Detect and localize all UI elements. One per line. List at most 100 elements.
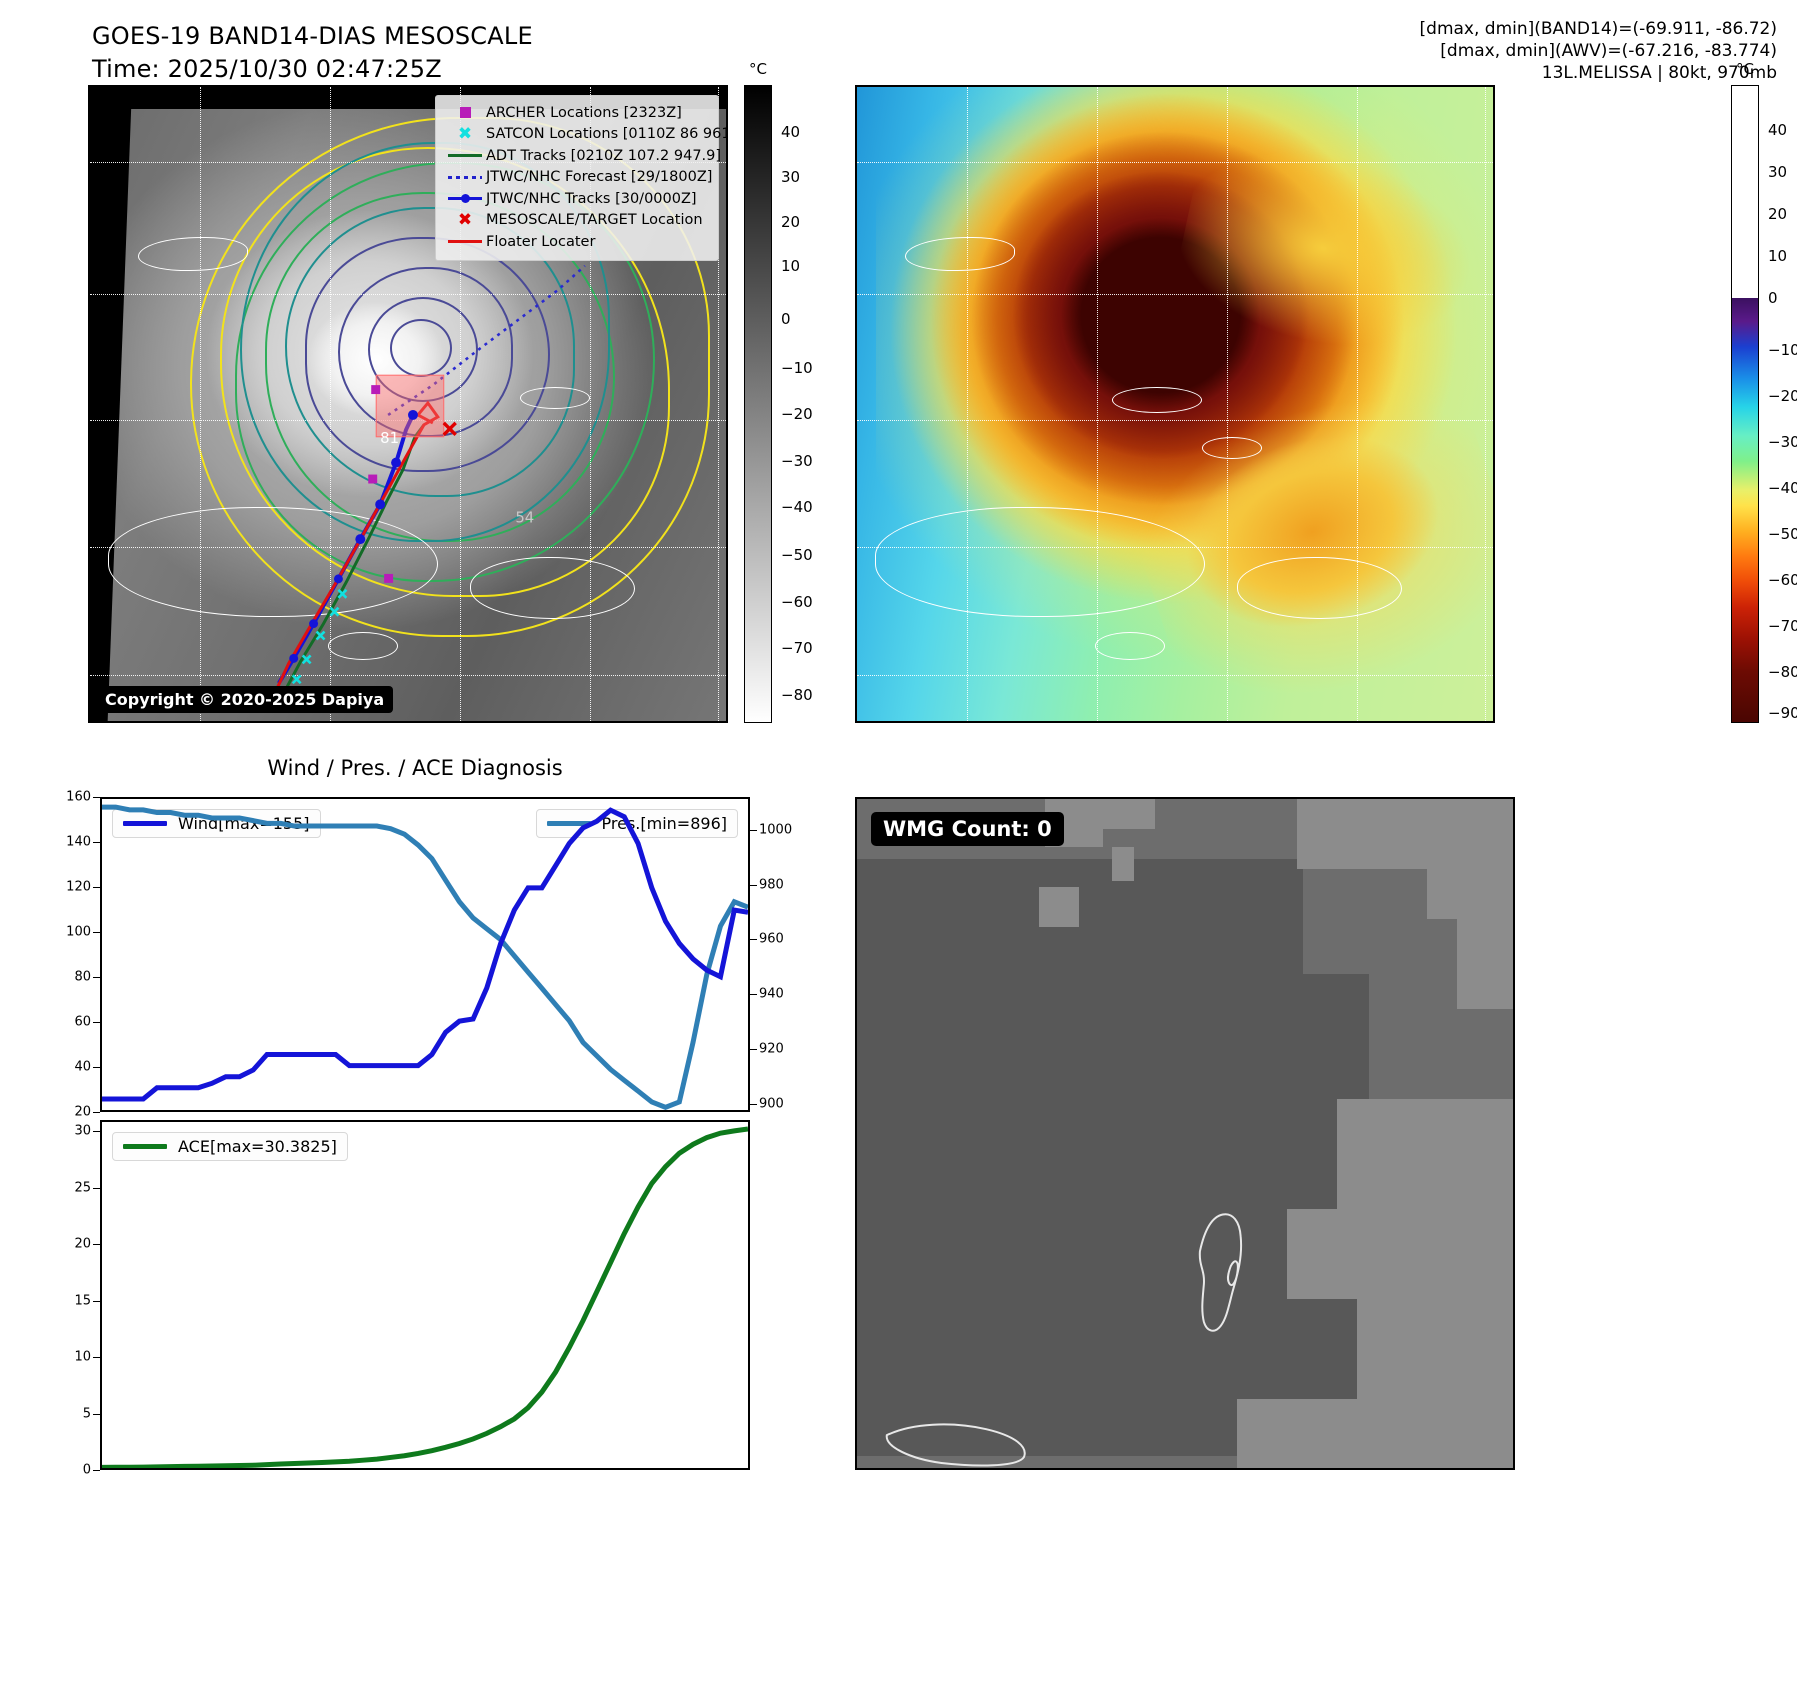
ace-legend-label: ACE[max=30.3825] (178, 1137, 337, 1156)
header-right-block: [dmax, dmin](BAND14)=(-69.911, -86.72) [… (1420, 18, 1777, 84)
header-left-block: GOES-19 BAND14-DIAS MESOSCALE Time: 2025… (92, 20, 533, 86)
pressure-ytick: 960 (759, 931, 784, 947)
ir-inline-value-1: 81 (380, 429, 399, 447)
wind-pressure-plot-area (102, 799, 748, 1110)
ir-cbar-tick: −10 (781, 359, 813, 378)
legend-item-satcon: ✖ SATCON Locations [0110Z 86 961] (444, 124, 726, 146)
wind-legend-swatch (123, 821, 167, 826)
coastline-bahamas-north (138, 237, 248, 271)
bd-colorbar-gradient (1731, 85, 1759, 723)
gridline-lon-78 (200, 87, 201, 721)
ir-mesoscale-image-panel[interactable]: 81 54 ARCHER Locations [2323Z] ✖ SATCON … (88, 85, 728, 723)
blue-line-dot-icon (444, 194, 486, 204)
dmax-band14-readout: [dmax, dmin](BAND14)=(-69.911, -86.72) (1419, 19, 1777, 39)
gridline-lon-72 (590, 87, 591, 721)
wmg-light-patch (1357, 1299, 1513, 1468)
legend-label: MESOSCALE/TARGET Location (486, 212, 703, 229)
coastline-jamaica (328, 632, 398, 660)
gridline-lon-74 (460, 87, 461, 721)
diagnosis-chart-title: Wind / Pres. / ACE Diagnosis (267, 756, 563, 780)
wind-ytick: 100 (66, 924, 91, 940)
ir-inline-value-2: 54 (515, 508, 534, 526)
ir-map-legend: ARCHER Locations [2323Z] ✖ SATCON Locati… (435, 95, 726, 261)
bd-cbar-tick: −90 (1768, 704, 1797, 723)
bd-cbar-tick: −60 (1768, 571, 1797, 590)
page-timestamp: Time: 2025/10/30 02:47:25Z (92, 55, 442, 83)
ir-cbar-tick: −60 (781, 592, 813, 611)
mesoscale-box (375, 374, 445, 438)
wmg-mask-panel[interactable]: WMG Count: 0 (855, 797, 1515, 1470)
wmg-light-patch (1112, 847, 1134, 881)
pressure-ytick: 920 (759, 1041, 784, 1057)
bd-cbar-tick: −10 (1768, 340, 1797, 359)
ir-cbar-tick: −20 (781, 405, 813, 424)
ir-cbar-tick: 30 (781, 167, 801, 186)
wind-ytick: 60 (74, 1014, 91, 1030)
legend-item-forecast: JTWC/NHC Forecast [29/1800Z] (444, 167, 713, 189)
ir-colorbar-gradient (744, 85, 772, 723)
legend-item-archer: ARCHER Locations [2323Z] (444, 102, 710, 124)
wmg-count-badge: WMG Count: 0 (871, 812, 1064, 846)
bd-colorbar-unit: °C (1736, 60, 1754, 78)
wmg-light-patch (1337, 1099, 1513, 1219)
ace-plot-area (102, 1122, 748, 1468)
pressure-ytick: 940 (759, 986, 784, 1002)
wind-ytick: 20 (74, 1104, 91, 1120)
page-title: GOES-19 BAND14-DIAS MESOSCALE (92, 22, 533, 50)
bd-cbar-tick: 0 (1768, 289, 1778, 308)
wmg-light-patch (1039, 887, 1079, 927)
wmg-light-patch (1103, 799, 1155, 829)
archer-location-markers (368, 385, 394, 583)
bd-cbar-tick: −30 (1768, 433, 1797, 452)
gridline-lon-72 (1357, 87, 1358, 721)
legend-item-floater: Floater Locater (444, 231, 710, 253)
bd-cbar-tick: −20 (1768, 387, 1797, 406)
ir-cbar-tick: 40 (781, 123, 801, 142)
gridline-lat-26 (857, 294, 1493, 295)
jtwc-track-dots (289, 409, 418, 663)
bd-cbar-tick: 20 (1768, 204, 1788, 223)
legend-label: JTWC/NHC Forecast [29/1800Z] (486, 169, 713, 186)
ace-ytick: 0 (82, 1462, 91, 1478)
copyright-badge: Copyright © 2020-2025 Dapiya (96, 686, 394, 713)
gridline-lon-70 (718, 87, 719, 721)
ir-cbar-tick: 20 (781, 212, 801, 231)
gridline-lat-24 (90, 420, 726, 421)
wind-ytick: 160 (66, 789, 91, 805)
ir-colorbar: °C 40 30 20 10 0 −10 −20 −30 −40 −50 −60… (744, 60, 813, 723)
wind-ytick: 140 (66, 834, 91, 850)
gridline-lat-28 (90, 162, 726, 163)
ace-chart[interactable]: ACE ACE[max=30.3825] (100, 1120, 750, 1470)
storm-track-overlay: 81 54 (273, 264, 586, 697)
legend-label: ADT Tracks [0210Z 107.2 947.9] (486, 147, 722, 164)
wmg-light-patch (1457, 919, 1513, 1009)
bd-enhanced-image-panel[interactable]: 28°N 26°N 24°N 22°N 20°N 78°W 76°W 74°W … (855, 85, 1495, 723)
legend-label: ARCHER Locations [2323Z] (486, 104, 682, 121)
red-x-marker-icon: ✖ (457, 209, 473, 230)
red-line-icon (444, 240, 486, 244)
bd-cbar-tick: 40 (1768, 120, 1788, 139)
ace-ytick: 30 (74, 1123, 91, 1139)
bd-cbar-tick: 30 (1768, 162, 1788, 181)
blue-dotted-line-icon (444, 175, 486, 179)
coastline-bahamas-east (1202, 437, 1262, 459)
legend-label: SATCON Locations [0110Z 86 961] (486, 126, 728, 143)
pressure-ytick: 900 (759, 1096, 784, 1112)
legend-label: JTWC/NHC Tracks [30/0000Z] (486, 190, 697, 207)
wmg-light-patch (1287, 1209, 1513, 1299)
coastline-bahamas-central (1112, 387, 1202, 413)
gridline-lat-28 (857, 162, 1493, 163)
wind-pressure-chart[interactable]: Wind Pressure Wind[max=155] Pres.[min=89… (100, 797, 750, 1112)
coastline-jamaica (1095, 632, 1165, 660)
wmg-dark-region (857, 1179, 1356, 1394)
green-line-icon (444, 154, 486, 158)
bd-cbar-tick: −50 (1768, 525, 1797, 544)
wmg-coastline-overlay (885, 1213, 1243, 1467)
ace-ytick: 25 (74, 1180, 91, 1196)
ir-colorbar-unit: °C (749, 60, 767, 78)
mesoscale-target-x-marker (442, 421, 457, 437)
ace-series-legend: ACE[max=30.3825] (112, 1132, 348, 1161)
bd-cbar-tick: 10 (1768, 246, 1788, 265)
ace-ytick: 10 (74, 1349, 91, 1365)
wind-ytick: 80 (74, 969, 91, 985)
